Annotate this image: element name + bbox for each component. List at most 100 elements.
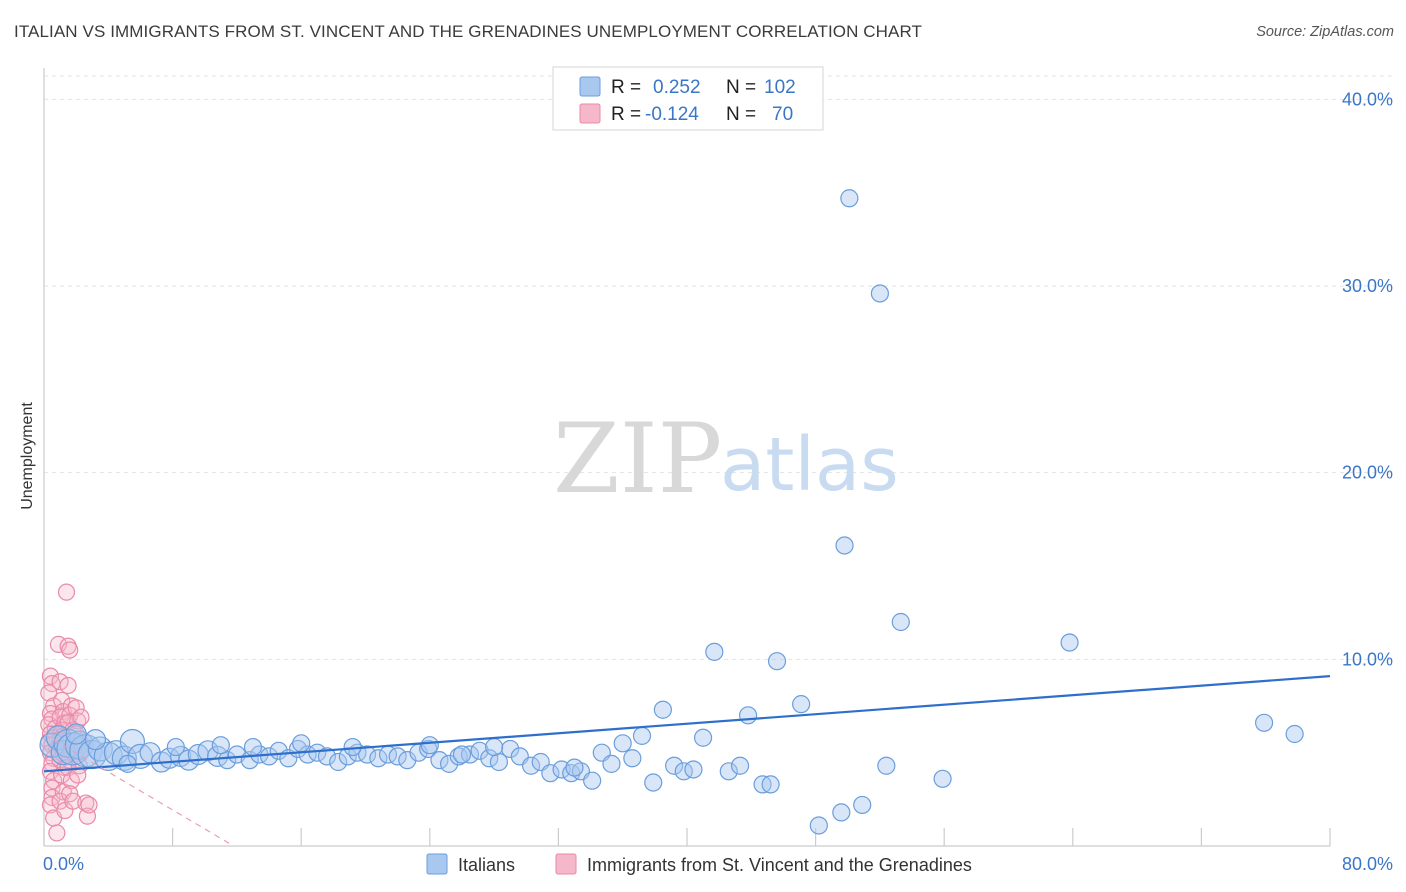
italians-point-84 bbox=[877, 756, 896, 775]
legend-r-value-italians: 0.252 bbox=[653, 77, 701, 98]
italians-point-89 bbox=[1285, 724, 1304, 744]
legend-r-label-immigrants: R = bbox=[611, 104, 641, 125]
italians-point-62 bbox=[623, 749, 642, 768]
italians-point-68 bbox=[684, 760, 703, 779]
y-tick-label-40: 40.0% bbox=[1342, 89, 1393, 109]
italians-point-95 bbox=[243, 737, 263, 757]
axes bbox=[43, 68, 1331, 847]
source-credit: Source: ZipAtlas.com bbox=[1256, 24, 1394, 40]
legend-n-label-italians: N = bbox=[726, 77, 756, 98]
immigrants-point-41 bbox=[57, 583, 76, 601]
italians-point-69 bbox=[693, 728, 713, 747]
legend-n-value-italians: 102 bbox=[764, 77, 796, 98]
immigrants-point-67 bbox=[80, 796, 98, 814]
italians-point-21 bbox=[207, 745, 229, 768]
italians-point-39 bbox=[388, 747, 407, 766]
gridlines bbox=[44, 75, 1394, 660]
italians-point-3 bbox=[53, 728, 83, 758]
immigrants-point-64 bbox=[69, 766, 87, 784]
italians-point-58 bbox=[583, 771, 602, 790]
trend-lines bbox=[43, 675, 1331, 847]
italians-point-75 bbox=[761, 775, 780, 794]
italians-point-9 bbox=[93, 741, 123, 772]
italians-point-88 bbox=[1254, 713, 1274, 732]
legend-n-label-immigrants: N = bbox=[726, 104, 756, 125]
italians-point-81 bbox=[840, 189, 859, 208]
italians-point-12 bbox=[119, 728, 146, 755]
italians-point-1 bbox=[45, 725, 72, 751]
legend-swatch-immigrants bbox=[579, 103, 601, 124]
italians-point-71 bbox=[719, 762, 738, 781]
italians-point-90 bbox=[65, 723, 87, 745]
italians-point-76 bbox=[767, 652, 787, 671]
italians-point-94 bbox=[211, 736, 230, 755]
italians-point-73 bbox=[738, 706, 758, 725]
italians-point-32 bbox=[317, 747, 337, 766]
italians-points bbox=[39, 189, 1304, 835]
chart-title: ITALIAN VS IMMIGRANTS FROM ST. VINCENT A… bbox=[14, 22, 923, 41]
italians-point-44 bbox=[439, 754, 459, 773]
italians-point-91 bbox=[84, 728, 107, 751]
italians-point-63 bbox=[632, 726, 652, 745]
immigrants-point-56 bbox=[64, 792, 82, 810]
italians-point-83 bbox=[870, 284, 890, 303]
immigrants-point-18 bbox=[43, 779, 61, 797]
italians-point-77 bbox=[792, 695, 811, 714]
italians-point-78 bbox=[809, 816, 828, 835]
italians-point-80 bbox=[835, 536, 854, 555]
legend-r-label-italians: R = bbox=[611, 77, 641, 98]
italians-point-70 bbox=[705, 642, 724, 661]
watermark-zip: ZIP bbox=[553, 403, 722, 515]
italians-point-61 bbox=[613, 734, 632, 753]
italians-point-47 bbox=[470, 741, 489, 760]
italians-point-50 bbox=[501, 739, 520, 759]
watermark: ZIP atlas bbox=[553, 403, 899, 515]
italians-point-33 bbox=[329, 752, 348, 772]
italians-point-100 bbox=[485, 737, 504, 757]
immigrants-point-24 bbox=[51, 673, 69, 691]
bottom-legend-swatch-italians bbox=[426, 853, 448, 875]
italians-point-54 bbox=[541, 764, 560, 783]
immigrants-point-44 bbox=[59, 676, 77, 695]
italians-point-93 bbox=[166, 737, 185, 757]
italians-point-48 bbox=[480, 749, 499, 768]
italians-point-52 bbox=[521, 756, 541, 775]
italians-point-43 bbox=[430, 751, 449, 770]
immigrants-points bbox=[40, 583, 98, 842]
italians-point-96 bbox=[292, 734, 311, 753]
legend-r-value-immigrants: -0.124 bbox=[645, 104, 699, 125]
immigrants-point-68 bbox=[72, 708, 90, 726]
tick-labels: 10.0% 20.0% 30.0% 40.0% 0.0% 80.0% bbox=[43, 89, 1393, 874]
italians-point-72 bbox=[730, 756, 750, 775]
italians-point-60 bbox=[602, 754, 621, 773]
y-tick-label-30: 30.0% bbox=[1342, 276, 1393, 296]
italians-point-79 bbox=[832, 803, 851, 822]
immigrants-point-43 bbox=[61, 641, 79, 659]
bottom-legend-italians: Italians bbox=[458, 855, 515, 875]
series-legend: Italians Immigrants from St. Vincent and… bbox=[426, 853, 972, 875]
italians-point-85 bbox=[891, 612, 910, 632]
bottom-legend-swatch-immigrants bbox=[555, 853, 577, 875]
x-tick-label-left: 0.0% bbox=[43, 854, 84, 874]
legend-swatch-italians bbox=[579, 76, 601, 97]
italians-trend-line bbox=[43, 675, 1331, 773]
italians-point-98 bbox=[420, 736, 439, 755]
italians-point-45 bbox=[449, 747, 468, 766]
italians-point-87 bbox=[1060, 633, 1079, 652]
italians-point-37 bbox=[369, 749, 388, 768]
italians-point-101 bbox=[565, 758, 584, 777]
watermark-atlas: atlas bbox=[720, 422, 899, 508]
italians-point-65 bbox=[653, 700, 672, 719]
correlation-legend: R = 0.252 N = 102 R = -0.124 N = 70 bbox=[552, 66, 824, 131]
y-tick-label-20: 20.0% bbox=[1342, 463, 1393, 483]
italians-point-66 bbox=[665, 756, 684, 775]
x-tick-label-right: 80.0% bbox=[1342, 854, 1393, 874]
italians-point-20 bbox=[197, 740, 219, 762]
y-tick-label-10: 10.0% bbox=[1342, 649, 1393, 669]
italians-point-86 bbox=[933, 769, 952, 788]
immigrants-point-57 bbox=[67, 699, 85, 717]
immigrants-point-22 bbox=[48, 824, 66, 842]
italians-point-99 bbox=[452, 745, 472, 764]
immigrants-trend-line bbox=[43, 733, 234, 847]
